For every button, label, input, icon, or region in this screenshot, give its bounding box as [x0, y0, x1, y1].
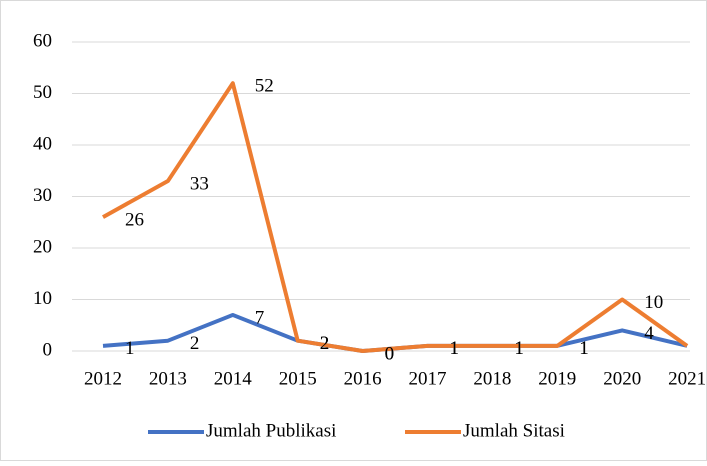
x-tick-label: 2018 [473, 368, 511, 389]
data-label: 1 [125, 338, 135, 359]
x-tick-label: 2016 [344, 368, 382, 389]
x-tick-label: 2012 [84, 368, 122, 389]
data-label: 7 [255, 307, 264, 328]
x-tick-label: 2017 [409, 368, 447, 389]
data-label: 1 [579, 338, 589, 359]
data-label: 1 [514, 338, 524, 359]
data-label: 1 [450, 338, 460, 359]
x-tick-label: 2021 [668, 368, 706, 389]
data-label: 0 [385, 343, 395, 364]
legend-label: Jumlah Publikasi [206, 420, 336, 441]
data-label: 1 [450, 338, 460, 359]
x-tick-label: 2014 [214, 368, 253, 389]
data-label: 10 [644, 292, 663, 313]
y-tick-label: 20 [33, 236, 52, 257]
x-tick-label: 2019 [538, 368, 576, 389]
data-label: 33 [190, 173, 209, 194]
series-line [102, 81, 689, 353]
y-tick-label: 40 [33, 133, 52, 154]
x-tick-label: 2020 [603, 368, 641, 389]
data-label: 2 [320, 333, 330, 354]
x-tick-label: 2015 [279, 368, 317, 389]
data-label: 4 [644, 323, 654, 344]
data-label: 52 [255, 76, 274, 97]
data-label: 2 [190, 333, 200, 354]
y-tick-label: 30 [33, 185, 52, 206]
y-tick-label: 0 [43, 339, 53, 360]
x-tick-label: 2013 [149, 368, 187, 389]
data-label: 1 [514, 338, 524, 359]
data-label: 26 [125, 209, 144, 230]
y-tick-label: 60 [33, 30, 52, 51]
data-label: 1 [579, 338, 589, 359]
y-tick-label: 10 [33, 288, 52, 309]
y-tick-label: 50 [33, 82, 52, 103]
legend-label: Jumlah Sitasi [463, 420, 565, 441]
data-label: 0 [385, 343, 395, 364]
